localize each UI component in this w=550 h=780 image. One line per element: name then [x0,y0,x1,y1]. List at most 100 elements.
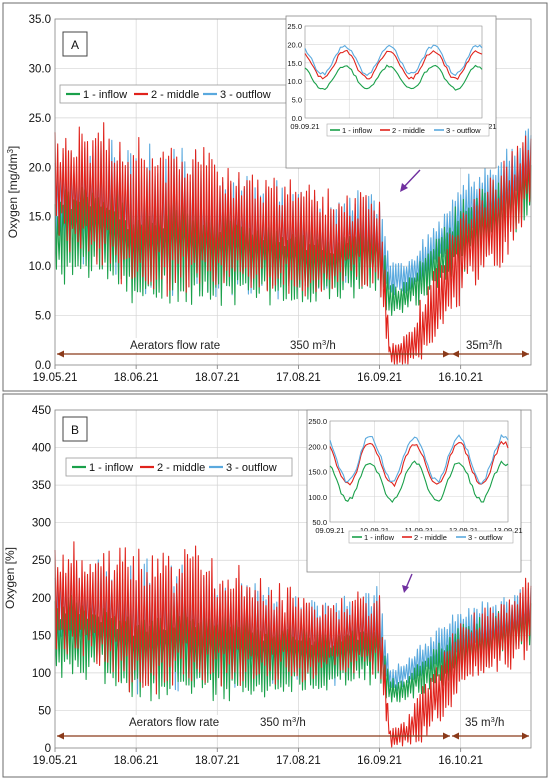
y-tick-label: 5.0 [35,311,51,323]
panel-a-annotation-rate-35: 35m3/h [466,338,502,353]
x-tick-label: 18.07.21 [195,755,240,767]
panel-a-annotation-rate35-bg [462,338,514,352]
panel-a-inset-y-ticks: 0.0 5.0 10.0 15.0 20.0 25.0 [287,22,302,123]
inset-y-tick-label: 25.0 [287,22,302,31]
panel-a-inset-legend-box [326,123,490,137]
inset-series-line-middle [304,49,483,80]
panel-b-annotation-rate-350: 350 m3/h [260,715,306,730]
y-tick-label: 0 [45,743,51,755]
panel-a-letter: A [71,38,79,52]
panel-b-annotation-rate-35: 35 m3/h [465,715,504,730]
y-tick-label: 15.0 [29,212,51,224]
panel-a-legend-middle: 2 - middle [151,89,199,101]
x-tick-label: 16.10.21 [438,372,483,384]
panel-b-legend-box [65,457,293,477]
panel-b-plot-frame [54,409,532,749]
y-tick-label: 200 [32,593,51,605]
inset-x-tick-label: 09.09.21 [290,122,319,131]
panel-b-inset-series [329,434,509,504]
panel-a: 0.05.010.015.020.025.030.035.0 19.05.21 1… [2,2,548,392]
panel-b-letter: B [71,423,79,437]
panel-b-annotation: Aerators flow rate 350 m3/h 35 m3/h [57,715,529,740]
x-tick-label: 16.09.21 [357,755,402,767]
y-tick-label: 350 [32,480,51,492]
panel-b-letter-box [62,416,88,442]
panel-a-legend-outflow: 3 - outflow [220,89,271,101]
inset-series-line-inflow [304,64,483,91]
panel-a-annotation-arrowhead-mid-right [452,350,459,358]
y-tick-label: 50 [38,705,51,717]
panel-b-annotation-rate350-bg [256,715,326,729]
panel-b-legend: 1 - inflow 2 - middle 3 - outflow [65,457,293,477]
inset-x-tick-label: 10.09.21 [360,526,389,535]
panel-a-y-ticks: 0.0 5.0 10.0 15.0 20.0 25.0 30.0 35.0 [29,14,51,372]
panel-a-annotation-arrowhead-mid-left [443,350,450,358]
inset-y-tick-label: 50.0 [312,518,327,527]
panel-b-inset-arrowhead [402,585,409,593]
panel-a-inset-box [285,15,497,169]
x-tick-label: 18.06.21 [114,755,159,767]
y-tick-label: 400 [32,443,51,455]
panel-b-inset-box [306,409,522,573]
inset-y-tick-label: 15.0 [287,59,302,68]
inset-series-line-middle [329,440,509,488]
x-tick-label: 16.10.21 [438,755,483,767]
series-line-middle [54,541,532,748]
inset-y-tick-label: 250.0 [308,417,327,426]
panel-a-inset-legend: 1 - inflow 2 - middle 3 - outflow [326,123,490,137]
y-tick-label: 10.0 [29,261,51,273]
inset-x-tick-label: 11.09.21 [405,526,434,535]
panel-a-letter-box [62,31,88,57]
panel-a-inset-arrow [402,169,421,189]
panel-b-annotation-arrowhead-right [522,732,529,740]
panel-b-x-ticks: 19.05.21 18.06.21 18.07.21 17.08.21 16.09.21… [33,748,483,767]
inset-y-tick-label: 5.0 [292,96,302,105]
y-tick-label: 30.0 [29,63,51,75]
inset-x-tick-label: 09.09.21 [315,526,344,535]
inset-y-tick-label: 200.0 [308,442,327,451]
panel-a-annotation-label: Aerators flow rate [130,340,220,352]
panel-b-legend-outflow: 3 - outflow [226,462,277,474]
x-tick-label: 17.08.21 [276,755,321,767]
panel-a-annotation-arrowhead-right [522,350,529,358]
inset-y-tick-label: 100.0 [308,493,327,502]
panel-a-inset-legend-outflow: 3 - outflow [446,126,481,135]
panel-b-inset-legend-inflow: 1 - inflow [364,533,395,542]
y-tick-label: 250 [32,555,51,567]
panel-a-series [54,122,532,365]
y-tick-label: 25.0 [29,113,51,125]
panel-b-annotation-rate35-bg [461,715,517,729]
panel-b-ylabel: Oxygen [%] [3,547,17,609]
inset-x-tick-label: 12.09.21 [449,526,478,535]
panel-a-inset-legend-middle: 2 - middle [392,126,425,135]
panel-b-inset-y-ticks: 50.0 100.0 150.0 200.0 250.0 [308,417,327,527]
panel-a-x-ticks: 19.05.21 18.06.21 18.07.21 17.08.21 16.09.21… [33,365,483,384]
inset-series-line-inflow [329,460,509,504]
y-tick-label: 35.0 [29,14,51,26]
panel-b-annotation-arrowhead-mid-right [452,732,459,740]
panel-b-inset-legend-box [348,530,514,544]
inset-series-line-outflow [329,434,509,485]
y-tick-label: 150 [32,630,51,642]
panel-b: 0 50 100 150 200 250 300 350 400 450 19.05.21 18.0… [2,393,548,778]
panel-a-annotation-label-bg [126,338,366,352]
panel-b-y-ticks: 0 50 100 150 200 250 300 350 400 450 [32,405,51,755]
y-tick-label: 20.0 [29,162,51,174]
panel-b-inset-legend-outflow: 3 - outflow [468,533,503,542]
y-tick-label: 450 [32,405,51,417]
x-tick-label: 19.05.21 [33,755,78,767]
panel-b-annotation-arrowhead-mid-left [443,732,450,740]
y-tick-label: 100 [32,668,51,680]
inset-plot-frame [304,25,483,119]
panel-b-legend-middle: 2 - middle [157,462,205,474]
x-tick-label: 18.07.21 [195,372,240,384]
inset-plot-frame [329,420,509,523]
panel-b-inset-arrow [405,573,413,589]
x-tick-label: 18.06.21 [114,372,159,384]
panel-b-inset-x-ticks: 09.09.21 10.09.21 11.09.21 12.09.21 13.09.21 [315,526,522,535]
panel-a-annotation-arrowhead-left [57,350,64,358]
panel-b-annotation-label: Aerators flow rate [129,717,219,729]
panel-b-legend-inflow: 1 - inflow [89,462,133,474]
panel-b-inset-grid [329,420,509,523]
